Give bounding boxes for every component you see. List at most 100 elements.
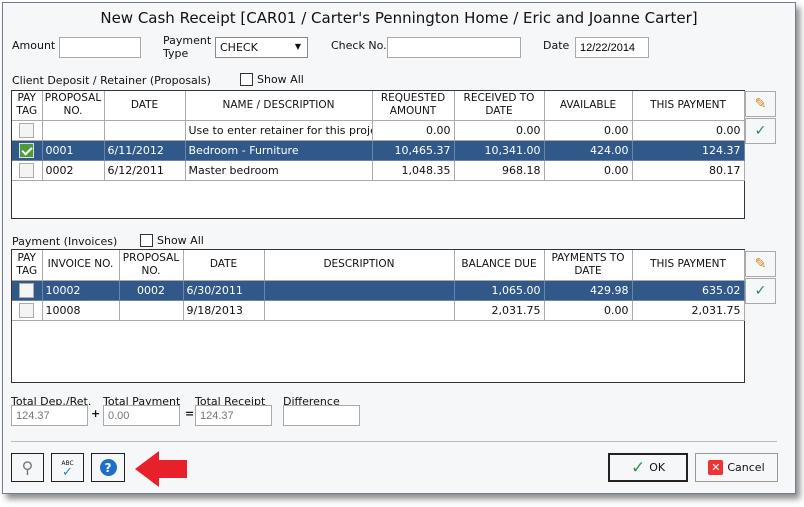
description [264, 300, 455, 321]
col-date[interactable]: DATE [183, 250, 265, 281]
difference-label: Difference [283, 395, 340, 408]
proposals-show-all-label: Show All [257, 73, 304, 86]
magnifier-icon: ⚲ [21, 458, 34, 477]
pay-tag-checkbox[interactable] [19, 122, 34, 138]
check-no-label: Check No. [331, 39, 387, 52]
description [264, 280, 455, 301]
difference-input [283, 405, 360, 426]
abc-text: ABC [61, 459, 74, 467]
proposal-no: 0001 [42, 140, 105, 161]
invoices-show-all-checkbox[interactable] [140, 234, 153, 247]
apply-invoice-button[interactable]: ✓ [745, 278, 776, 304]
col-proposal-no[interactable]: PROPOSAL NO. [119, 250, 184, 281]
amount-input[interactable] [59, 37, 141, 58]
date [104, 120, 186, 141]
payments-to-date: 429.98 [544, 280, 633, 301]
requested: 0.00 [372, 120, 455, 141]
spell-check-button[interactable]: ABC ✓ [51, 453, 84, 482]
proposals-section-label: Client Deposit / Retainer (Proposals) [12, 74, 211, 87]
search-button[interactable]: ⚲ [11, 453, 44, 482]
col-available[interactable]: AVAILABLE [544, 91, 633, 121]
table-row[interactable]: 10008 9/18/2013 2,031.75 0.00 2,031.75 [12, 300, 745, 321]
total-dep-input [11, 405, 88, 426]
this-payment[interactable]: 124.37 [632, 140, 745, 161]
proposal-no [42, 120, 105, 141]
total-payment-label: Total Payment [103, 395, 181, 408]
col-pay-tag[interactable]: PAY TAG [12, 250, 43, 281]
col-this-payment[interactable]: THIS PAYMENT [632, 91, 745, 121]
invoices-header: PAY TAG INVOICE NO. PROPOSAL NO. DATE DE… [12, 250, 745, 281]
col-description[interactable]: DESCRIPTION [264, 250, 455, 281]
total-receipt-input [195, 405, 272, 426]
table-row[interactable]: Use to enter retainer for this project 0… [12, 120, 745, 141]
table-row[interactable]: 0002 6/12/2011 Master bedroom 1,048.35 9… [12, 160, 745, 181]
ok-label: OK [649, 461, 666, 474]
check-no-input[interactable] [387, 37, 521, 58]
name: Master bedroom [185, 160, 373, 181]
apply-proposal-button[interactable]: ✓ [745, 118, 776, 144]
pay-tag-checkbox[interactable] [19, 282, 34, 298]
date: 6/11/2012 [104, 140, 186, 161]
requested: 1,048.35 [372, 160, 455, 181]
help-button[interactable]: ? [91, 453, 125, 482]
table-row[interactable]: 10002 0002 6/30/2011 1,065.00 429.98 635… [12, 280, 745, 301]
proposal-no [119, 300, 184, 321]
cancel-button[interactable]: ✕ Cancel [695, 453, 778, 482]
col-requested[interactable]: REQUESTED AMOUNT [372, 91, 455, 121]
invoice-no: 10008 [42, 300, 120, 321]
col-received[interactable]: RECEIVED TO DATE [454, 91, 545, 121]
col-pay-tag[interactable]: PAY TAG [12, 91, 43, 121]
table-row[interactable]: 0001 6/11/2012 Bedroom - Furniture 10,46… [12, 140, 745, 161]
available: 424.00 [544, 140, 633, 161]
received: 968.18 [454, 160, 545, 181]
chevron-down-icon: ▼ [294, 42, 301, 51]
this-payment[interactable]: 2,031.75 [632, 300, 745, 321]
proposal-no: 0002 [42, 160, 105, 181]
proposals-show-all-checkbox[interactable] [240, 73, 253, 86]
col-this-payment[interactable]: THIS PAYMENT [632, 250, 745, 281]
payment-type-select[interactable]: CHECK ▼ [215, 37, 308, 58]
pay-tag-checkbox[interactable] [19, 142, 34, 158]
pencil-icon: ✎ [754, 256, 767, 272]
col-proposal-no[interactable]: PROPOSAL NO. [42, 91, 105, 121]
date: 6/12/2011 [104, 160, 186, 181]
invoices-show-all-label: Show All [157, 234, 204, 247]
checkmark-icon: ✓ [754, 123, 767, 139]
date: 6/30/2011 [183, 280, 265, 301]
dialog-title: New Cash Receipt [CAR01 / Carter's Penni… [100, 9, 698, 27]
checkmark-icon: ✓ [630, 457, 646, 478]
pay-tag-checkbox[interactable] [19, 162, 34, 178]
cancel-x-icon: ✕ [708, 460, 724, 475]
this-payment[interactable]: 635.02 [632, 280, 745, 301]
proposals-header: PAY TAG PROPOSAL NO. DATE NAME / DESCRIP… [12, 91, 745, 121]
received: 10,341.00 [454, 140, 545, 161]
pencil-icon: ✎ [754, 96, 767, 112]
pay-tag-checkbox[interactable] [19, 302, 34, 318]
date: 9/18/2013 [183, 300, 265, 321]
invoices-table: PAY TAG INVOICE NO. PROPOSAL NO. DATE DE… [11, 249, 745, 383]
edit-proposal-button[interactable]: ✎ [745, 91, 776, 117]
ok-button[interactable]: ✓ OK [608, 453, 688, 482]
separator [11, 441, 777, 442]
name: Use to enter retainer for this project [185, 120, 373, 141]
this-payment[interactable]: 0.00 [632, 120, 745, 141]
plus-sign: + [91, 407, 101, 420]
invoices-section-label: Payment (Invoices) [12, 235, 118, 248]
col-date[interactable]: DATE [104, 91, 186, 121]
help-icon: ? [99, 459, 117, 476]
checkmark-icon: ✓ [754, 283, 767, 299]
balance-due: 2,031.75 [454, 300, 545, 321]
edit-invoice-button[interactable]: ✎ [745, 251, 776, 277]
name: Bedroom - Furniture [185, 140, 373, 161]
col-balance-due[interactable]: BALANCE DUE [454, 250, 545, 281]
total-receipt-label: Total Receipt [195, 395, 266, 408]
balance-due: 1,065.00 [454, 280, 545, 301]
col-payments-to-date[interactable]: PAYMENTS TO DATE [544, 250, 633, 281]
date-input[interactable] [575, 37, 649, 58]
this-payment[interactable]: 80.17 [632, 160, 745, 181]
col-name[interactable]: NAME / DESCRIPTION [185, 91, 373, 121]
available: 0.00 [544, 160, 633, 181]
cash-receipt-dialog: New Cash Receipt [CAR01 / Carter's Penni… [2, 2, 796, 494]
col-invoice-no[interactable]: INVOICE NO. [42, 250, 120, 281]
equals-sign: = [185, 407, 195, 420]
